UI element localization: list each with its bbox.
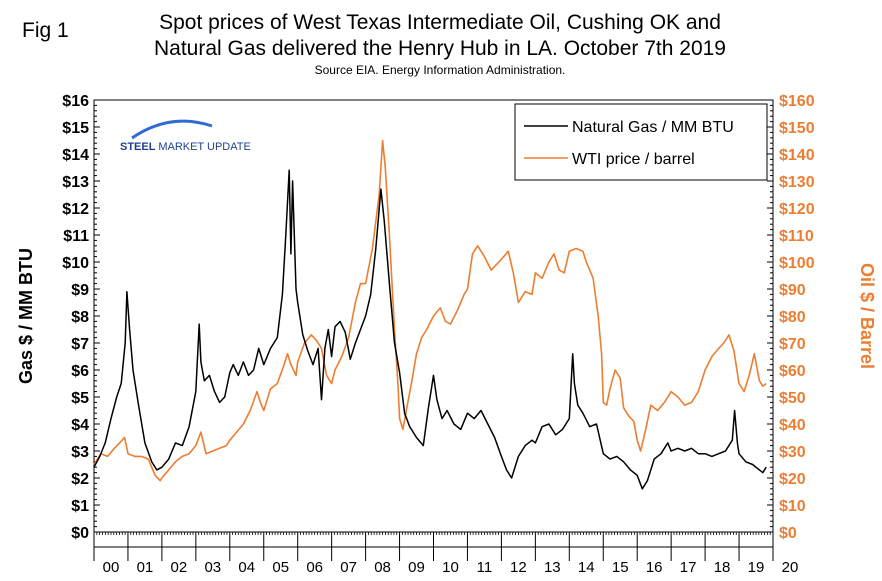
left-tick-label: $12 (62, 201, 89, 218)
logo-text: STEEL MARKET UPDATE (120, 141, 251, 153)
chart-source: Source EIA. Energy Information Administr… (315, 63, 566, 77)
left-tick-labels: $0 $1 $2 $3 $4 $5 $6 $7 $8 $9 $10 $11 $12 $13 $14 $15 $1… (62, 93, 89, 542)
x-tick-label: 00 (103, 559, 120, 576)
x-tick-label: 03 (204, 559, 221, 576)
right-tick-label: $40 (779, 417, 806, 434)
left-tick-label: $8 (71, 309, 89, 326)
x-tick-label: 11 (477, 559, 493, 576)
x-tick-label: 04 (238, 559, 255, 576)
right-tick-label: $0 (779, 525, 797, 542)
left-tick-label: $16 (62, 93, 89, 110)
x-tick-label: 06 (306, 559, 323, 576)
left-tick-label: $0 (71, 525, 89, 542)
x-tick-label: 10 (442, 559, 459, 576)
legend-label-natural-gas: Natural Gas / MM BTU (572, 119, 734, 136)
steel-market-update-logo: STEEL MARKET UPDATE (120, 119, 251, 153)
right-tick-label: $90 (779, 282, 806, 299)
right-tick-label: $50 (779, 390, 806, 407)
left-tick-label: $15 (62, 120, 89, 137)
left-tick-label: $13 (62, 174, 89, 191)
y-axis-label-left: Gas $ / MM BTU (16, 248, 36, 384)
right-tick-label: $120 (779, 201, 815, 218)
left-tick-label: $5 (71, 390, 89, 407)
left-tick-label: $6 (71, 363, 89, 380)
right-tick-label: $110 (779, 228, 814, 245)
figure-label: Fig 1 (22, 19, 69, 42)
left-tick-label: $4 (71, 417, 89, 434)
right-tick-label: $140 (779, 147, 815, 164)
x-tick-label: 17 (680, 559, 697, 576)
chart-title-line2: Natural Gas delivered the Henry Hub in L… (154, 37, 726, 60)
x-axis: 00 01 02 03 04 05 06 07 08 09 10 11 12 13 14 15 16 17 18 19… (93, 532, 799, 576)
right-tick-label: $20 (779, 471, 806, 488)
x-tick-label: 12 (510, 559, 527, 576)
left-tick-label: $14 (62, 147, 89, 164)
x-tick-label: 09 (408, 559, 425, 576)
x-tick-label: 16 (646, 559, 663, 576)
right-tick-labels: $0 $10 $20 $30 $40 $50 $60 $70 $80 $90 $100 $110 $12… (779, 93, 815, 542)
x-tick-label: 13 (544, 559, 561, 576)
right-tick-label: $130 (779, 174, 815, 191)
x-tick-label: 08 (374, 559, 391, 576)
right-tick-label: $80 (779, 309, 806, 326)
x-tick-label: 05 (272, 559, 289, 576)
x-tick-label: 20 (782, 559, 799, 576)
right-tick-label: $100 (779, 255, 815, 272)
y-axis-label-right: Oil $ / Barrel (857, 263, 877, 369)
left-tick-label: $10 (62, 255, 89, 272)
left-tick-label: $11 (63, 228, 89, 245)
x-tick-label: 14 (578, 559, 595, 576)
x-tick-label: 19 (748, 559, 765, 576)
left-tick-label: $7 (71, 336, 89, 353)
x-tick-label: 15 (612, 559, 629, 576)
right-tick-label: $30 (779, 444, 806, 461)
y-axis-ticks (94, 99, 773, 533)
legend-box (514, 103, 768, 181)
right-tick-label: $60 (779, 363, 806, 380)
right-tick-label: $160 (779, 93, 815, 110)
x-tick-label: 01 (137, 559, 154, 576)
legend-label-wti-oil: WTI price / barrel (572, 151, 695, 168)
right-tick-label: $150 (779, 120, 815, 137)
logo-swoosh-icon (131, 119, 213, 140)
legend: Natural Gas / MM BTU WTI price / barrel (514, 103, 768, 181)
left-tick-label: $9 (71, 282, 89, 299)
x-tick-label: 02 (171, 559, 188, 576)
chart-title-line1: Spot prices of West Texas Intermediate O… (159, 11, 721, 34)
series-line-natural-gas (93, 169, 767, 490)
x-tick-label: 07 (340, 559, 357, 576)
left-tick-label: $3 (71, 444, 89, 461)
left-tick-label: $1 (71, 498, 89, 515)
right-tick-label: $70 (779, 336, 806, 353)
series-line-wti-oil (93, 139, 767, 482)
right-tick-label: $10 (779, 498, 806, 515)
left-tick-label: $2 (71, 471, 89, 488)
x-tick-label: 18 (714, 559, 731, 576)
